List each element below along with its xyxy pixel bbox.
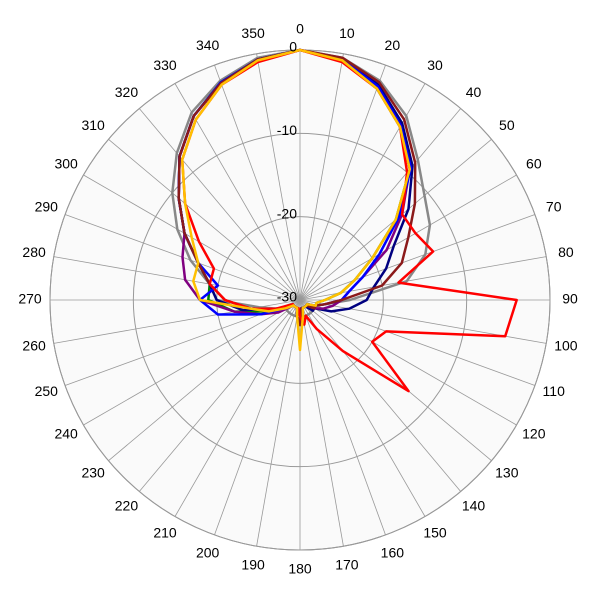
grid-spoke: [299, 214, 536, 301]
grid-spoke: [108, 138, 301, 301]
grid-spoke: [108, 299, 301, 462]
grid-spoke: [299, 299, 517, 426]
angle-label: 20: [385, 37, 401, 53]
grid-spoke: [299, 299, 536, 386]
grid-spoke: [138, 108, 301, 301]
grid-spoke: [299, 64, 386, 301]
angle-label: 290: [35, 198, 59, 214]
angle-label: 200: [196, 544, 220, 560]
grid-spoke: [138, 299, 301, 492]
angle-label: 140: [462, 498, 486, 514]
angle-label: 180: [288, 561, 312, 577]
angle-label: 230: [81, 464, 105, 480]
angle-label: 240: [54, 426, 78, 442]
angle-label: 170: [335, 557, 359, 573]
angle-label: 330: [153, 57, 177, 73]
grid-spoke: [299, 299, 492, 462]
r-tick-label: 0: [289, 39, 297, 55]
angle-label: 60: [526, 156, 542, 172]
grid-spoke: [256, 53, 301, 301]
angle-label: 110: [543, 383, 566, 399]
angle-label: 90: [562, 291, 578, 307]
angle-label: 280: [22, 244, 46, 260]
grid-spoke: [256, 299, 301, 547]
grid-spoke: [83, 299, 301, 426]
grid-spoke: [214, 299, 301, 536]
angle-label: 310: [81, 117, 105, 133]
angle-label: 190: [241, 557, 265, 573]
angle-label: 30: [427, 57, 443, 73]
angle-label: 80: [558, 244, 574, 260]
r-tick-label: -30: [277, 289, 297, 305]
grid-spoke: [299, 299, 344, 547]
grid-spoke: [299, 108, 462, 301]
angle-label: 350: [241, 25, 265, 41]
angle-label: 70: [546, 198, 562, 214]
grid-spoke: [299, 299, 462, 492]
r-tick-label: -20: [277, 205, 297, 221]
grid-spoke: [174, 299, 301, 517]
angle-label: 270: [18, 291, 42, 307]
angle-label: 50: [499, 117, 515, 133]
angle-label: 320: [115, 84, 139, 100]
series-line: [180, 48, 412, 352]
grid-spoke: [214, 64, 301, 301]
r-tick-label: -10: [277, 122, 297, 138]
grid-spoke: [53, 256, 301, 301]
grid-spoke: [299, 299, 426, 517]
angle-label: 220: [115, 498, 139, 514]
angle-label: 250: [35, 383, 59, 399]
angle-label: 210: [153, 525, 177, 541]
angle-label: 150: [423, 525, 447, 541]
angle-label: 120: [522, 426, 546, 442]
angle-label: 340: [196, 37, 220, 53]
series-line: [180, 48, 518, 393]
angle-label: 10: [339, 25, 355, 41]
angle-label: 260: [22, 338, 46, 354]
angle-label: 40: [466, 84, 482, 100]
series-line: [177, 48, 417, 327]
grid-spoke: [299, 299, 386, 536]
angle-label: 130: [495, 464, 519, 480]
angle-label: 100: [554, 338, 578, 354]
angle-label: 300: [54, 156, 78, 172]
grid-spoke: [299, 53, 344, 301]
angle-label: 0: [296, 21, 304, 37]
angle-label: 160: [381, 544, 405, 560]
